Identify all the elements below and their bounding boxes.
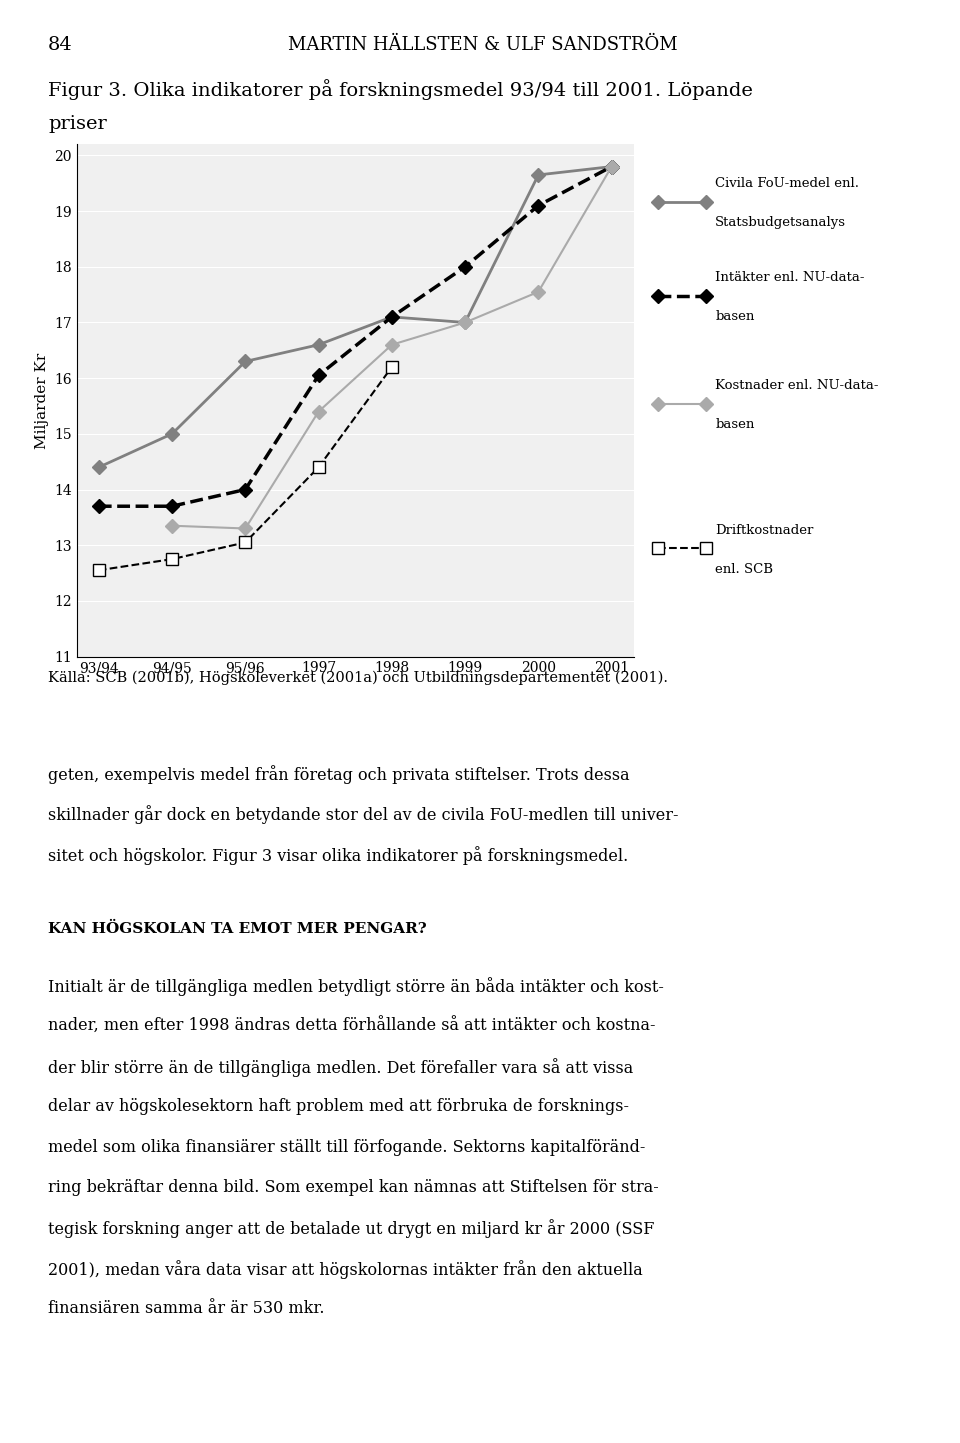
Text: MARTIN HÄLLSTEN & ULF SANDSTRÖM: MARTIN HÄLLSTEN & ULF SANDSTRÖM: [288, 36, 678, 53]
Text: der blir större än de tillgängliga medlen. Det förefaller vara så att vissa: der blir större än de tillgängliga medle…: [48, 1058, 634, 1076]
Y-axis label: Miljarder Kr: Miljarder Kr: [35, 352, 49, 449]
Text: enl. SCB: enl. SCB: [715, 563, 773, 576]
Text: finansiären samma år är 530 mkr.: finansiären samma år är 530 mkr.: [48, 1300, 324, 1317]
Text: ring bekräftar denna bild. Som exempel kan nämnas att Stiftelsen för stra-: ring bekräftar denna bild. Som exempel k…: [48, 1179, 659, 1196]
Text: Statsbudgetsanalys: Statsbudgetsanalys: [715, 216, 846, 229]
Text: priser: priser: [48, 115, 107, 133]
Text: medel som olika finansiärer ställt till förfogande. Sektorns kapitalföränd-: medel som olika finansiärer ställt till …: [48, 1139, 645, 1156]
Text: basen: basen: [715, 310, 755, 323]
Text: Civila FoU-medel enl.: Civila FoU-medel enl.: [715, 177, 859, 190]
Text: basen: basen: [715, 418, 755, 431]
Text: sitet och högskolor. Figur 3 visar olika indikatorer på forskningsmedel.: sitet och högskolor. Figur 3 visar olika…: [48, 846, 628, 864]
Text: tegisk forskning anger att de betalade ut drygt en miljard kr år 2000 (SSF: tegisk forskning anger att de betalade u…: [48, 1219, 655, 1238]
Text: Driftkostnader: Driftkostnader: [715, 524, 813, 537]
Text: Intäkter enl. NU-data-: Intäkter enl. NU-data-: [715, 271, 865, 284]
Text: Initialt är de tillgängliga medlen betydligt större än båda intäkter och kost-: Initialt är de tillgängliga medlen betyd…: [48, 977, 664, 996]
Text: skillnader går dock en betydande stor del av de civila FoU-medlen till univer-: skillnader går dock en betydande stor de…: [48, 805, 679, 824]
Text: delar av högskolesektorn haft problem med att förbruka de forsknings-: delar av högskolesektorn haft problem me…: [48, 1098, 629, 1115]
Text: 2001), medan våra data visar att högskolornas intäkter från den aktuella: 2001), medan våra data visar att högskol…: [48, 1260, 643, 1278]
Text: geten, exempelvis medel från företag och privata stiftelser. Trots dessa: geten, exempelvis medel från företag och…: [48, 765, 630, 784]
Text: Källa: SCB (2001b), Högskoleverket (2001a) och Utbildningsdepartementet (2001).: Källa: SCB (2001b), Högskoleverket (2001…: [48, 671, 668, 685]
Text: 84: 84: [48, 36, 73, 53]
Text: KAN HÖGSKOLAN TA EMOT MER PENGAR?: KAN HÖGSKOLAN TA EMOT MER PENGAR?: [48, 922, 426, 937]
Text: Figur 3. Olika indikatorer på forskningsmedel 93/94 till 2001. Löpande: Figur 3. Olika indikatorer på forsknings…: [48, 79, 753, 101]
Text: Kostnader enl. NU-data-: Kostnader enl. NU-data-: [715, 380, 878, 392]
Text: nader, men efter 1998 ändras detta förhållande så att intäkter och kostna-: nader, men efter 1998 ändras detta förhå…: [48, 1017, 656, 1035]
